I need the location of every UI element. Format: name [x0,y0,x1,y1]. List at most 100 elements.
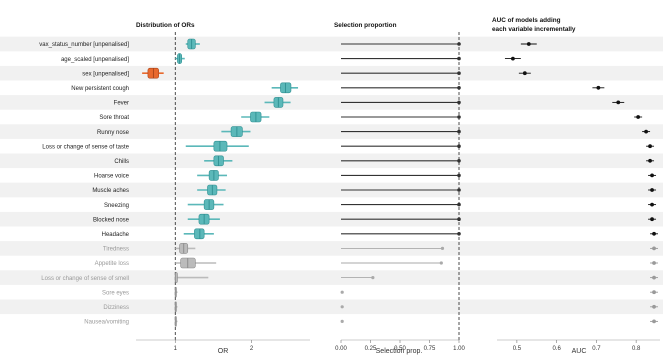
selection-point [457,202,461,207]
selection-point [457,144,461,148]
selection-tick-label: 0.00 [335,346,347,352]
selection-point [457,42,461,46]
auc-point [652,319,656,324]
selection-point [457,56,461,61]
selection-point [457,86,461,90]
row-label: Headache [102,232,130,238]
auc-x-axis: 0.5 0.6 0.7 0.8 [497,339,660,352]
row-label: Blocked nose [93,217,130,223]
auc-point [648,158,652,163]
auc-tick-label: 0.8 [632,346,641,352]
selection-point [457,115,461,119]
selection-tick-label: 1.00 [453,346,465,352]
auc-point [652,304,656,309]
auc-x-axis-title: AUC [572,348,587,355]
row-label: Fever [114,101,129,107]
row-label: New persistent cough [71,86,129,92]
or-x-axis-title: OR [218,348,229,355]
auc-point [650,173,654,178]
row-label: age_scaled [unpenalised] [61,57,129,63]
selection-tick-label: 0.75 [424,346,436,352]
row-label: vax_status_number [unpenalised] [39,42,129,48]
auc-panel-title-line-1: AUC of models adding [492,17,561,24]
row-label: Loss or change of sense of taste [42,144,129,150]
selection-point [440,246,445,250]
row-label: Tiredness [103,247,129,253]
row-bands [0,36,663,315]
row-label: Chills [114,159,129,165]
selection-point [457,129,461,134]
selection-lollipops [340,32,461,340]
auc-tick-label: 0.7 [592,346,601,352]
selection-point [457,71,461,75]
auc-panel-title-line-2: each variable incrementally [492,26,576,33]
or-panel-title: Distribution of ORs [136,22,195,29]
row-label: Sore throat [99,115,129,121]
or-box [213,140,228,152]
auc-tick-label: 0.6 [552,346,561,352]
auc-point [652,275,656,280]
row-labels: vax_status_number [unpenalised] age_scale… [39,42,129,325]
auc-point [650,217,654,222]
row-label: Hoarse voice [94,174,130,180]
row-band [0,124,663,139]
auc-point [650,202,654,207]
row-band [0,36,663,52]
panel-selection: Selection proportion 0.00 0.25 0.50 0.75 1.0… [334,22,465,355]
row-label: Dizziness [103,305,129,311]
auc-point [652,290,656,295]
auc-point [644,129,648,134]
auc-point [526,42,531,46]
row-label: Appetite loss [95,261,129,267]
row-label: Sneezing [104,203,129,209]
row-band [0,211,663,227]
selection-x-axis-title: Selection prop. [376,348,423,355]
auc-pointranges [504,42,659,324]
row-band [0,153,663,169]
auc-point [652,261,656,265]
or-boxplots [142,32,299,340]
row-band [0,65,663,81]
selection-tick-label: 0.25 [365,346,377,352]
selection-point [340,290,344,294]
selection-point [457,173,461,178]
row-band [0,299,663,315]
row-band [0,95,663,110]
panel-auc: AUC of models adding each variable incre… [492,17,660,355]
selection-point [457,188,461,192]
auc-point [648,144,652,149]
or-box [194,228,205,240]
auc-point [652,246,656,251]
row-label: Runny nose [97,130,130,136]
selection-panel-title: Selection proportion [334,22,397,29]
selection-tick-label: 0.50 [394,346,406,352]
panel-or: Distribution of ORs vax_status_number [u… [39,22,310,355]
row-label: Muscle aches [92,188,129,194]
or-tick-label: 2 [250,346,254,352]
selection-point [439,261,443,265]
selection-point [457,159,461,163]
row-label: sex [unpenalised] [82,71,129,77]
or-tick-label: 1 [174,346,178,352]
auc-tick-label: 0.5 [513,346,522,352]
row-label: Loss or change of sense of smell [41,276,129,282]
selection-point [371,276,375,280]
selection-point [340,319,344,323]
auc-point [522,71,527,76]
row-band [0,241,663,256]
selection-point [457,100,461,105]
selection-point [457,232,461,236]
row-label: Nausea/vomiting [84,320,129,326]
auc-point [650,188,654,192]
auc-point [511,56,515,61]
row-label: Sore eyes [102,290,129,296]
selection-point [457,217,461,221]
auc-point [652,231,656,236]
auc-point [616,100,621,105]
selection-x-axis: 0.00 0.25 0.50 0.75 1.00 [335,339,465,352]
auc-point [596,85,601,90]
selection-point [340,305,344,309]
auc-point [636,115,641,119]
